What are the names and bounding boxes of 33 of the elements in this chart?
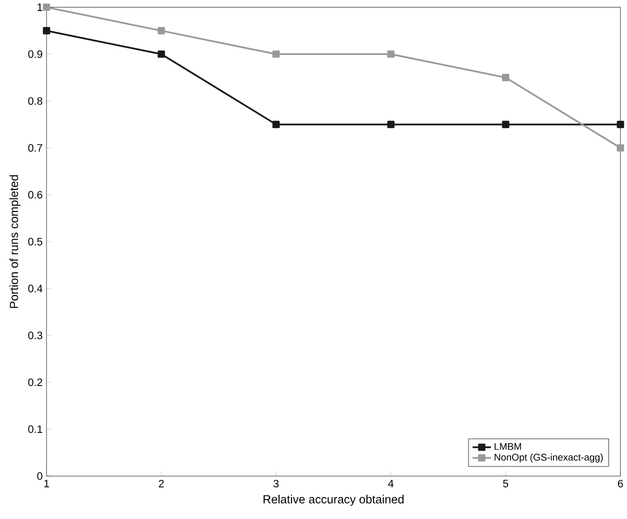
y-tick-label: 0.9 [28,50,42,58]
legend-label: NonOpt (GS-inexact-agg) [494,454,603,463]
point [272,50,280,58]
y-tick-label: 0.1 [28,426,42,434]
x-tick-label: 4 [388,480,394,488]
point [616,120,624,128]
point [158,27,165,34]
x-axis-title: Relative accuracy obtained [264,494,404,506]
y-tick-label: 0.5 [28,238,42,246]
x-tick-label: 2 [158,480,164,488]
y-tick-label: 0.8 [28,97,42,105]
point [42,27,50,34]
y-tick-label: 0 [37,472,42,480]
y-tick-label: 0.4 [28,284,42,292]
y-axis-title: Portion of runs completed [9,175,20,308]
point [272,120,280,128]
point [616,144,624,152]
x-tick-label: 1 [44,480,49,488]
point [502,74,510,82]
legend-label: LMBM [494,443,522,450]
y-tick-label: 0.3 [28,332,42,340]
y-tick-label: 0.6 [28,191,42,199]
point [387,120,395,128]
y-tick-label: 1 [38,4,42,12]
x-tick-label: 6 [618,480,623,488]
y-tick-label: 0.2 [28,378,42,386]
point [502,120,510,128]
x-tick-label: 5 [503,480,508,488]
point [158,50,165,58]
x-tick-label: 3 [274,480,279,488]
y-tick-label: 0.7 [28,144,42,152]
point [387,50,395,58]
point [42,4,50,12]
